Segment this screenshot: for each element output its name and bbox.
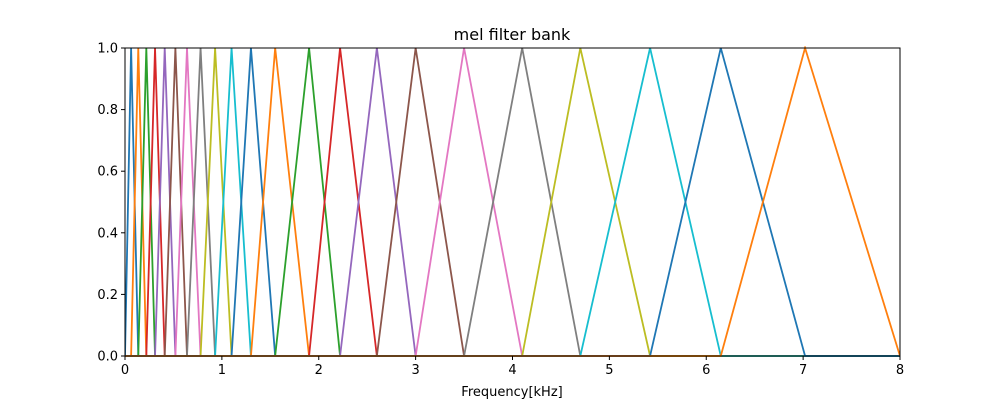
- x-tick-label: 7: [799, 363, 807, 378]
- y-tick-label: 0.4: [97, 226, 118, 241]
- x-tick-label: 8: [896, 363, 904, 378]
- x-tick-label: 0: [121, 363, 129, 378]
- y-tick-label: 1.0: [97, 42, 118, 57]
- x-tick-label: 5: [605, 363, 613, 378]
- x-tick-label: 3: [411, 363, 419, 378]
- x-axis-label: Frequency[kHz]: [461, 385, 562, 400]
- x-tick-label: 4: [508, 363, 516, 378]
- y-tick-label: 0.6: [97, 165, 118, 180]
- x-tick-label: 6: [702, 363, 710, 378]
- series-layer: [125, 46, 900, 357]
- y-tick-label: 0.2: [97, 288, 118, 303]
- axes-layer: 0 1 2 3 4 5 6 7 8 0.0 0.2 0.4 0.6 0.8 1.0: [97, 42, 904, 379]
- y-tick-label: 0.0: [97, 350, 118, 365]
- x-tick-label: 2: [315, 363, 323, 378]
- filter-line-11: [125, 47, 900, 357]
- y-tick-label: 0.8: [97, 103, 118, 118]
- chart-title: mel filter bank: [454, 25, 571, 44]
- x-tick-label: 1: [218, 363, 226, 378]
